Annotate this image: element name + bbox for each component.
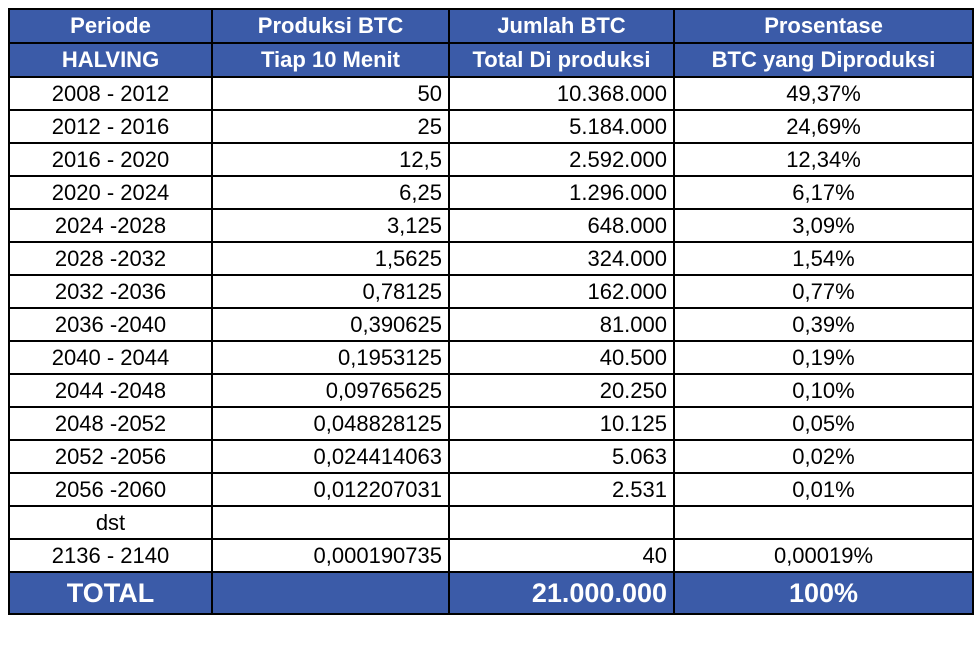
cell-jumlah: 40 (448, 538, 675, 573)
cell-periode: 2044 -2048 (8, 373, 213, 408)
cell-periode: 2032 -2036 (8, 274, 213, 309)
cell-prosentase: 0,01% (673, 472, 974, 507)
cell-periode: 2008 - 2012 (8, 76, 213, 111)
cell-prosentase: 0,10% (673, 373, 974, 408)
header-total-diproduksi: Total Di produksi (448, 42, 675, 78)
table-footer: TOTAL 21.000.000 100% (8, 571, 974, 615)
table-row: 2024 -2028 3,125 648.000 3,09% (8, 208, 974, 243)
header-periode: Periode (8, 8, 213, 44)
cell-produksi (211, 505, 450, 540)
table-row: 2048 -2052 0,048828125 10.125 0,05% (8, 406, 974, 441)
header-halving: HALVING (8, 42, 213, 78)
total-jumlah: 21.000.000 (448, 571, 675, 615)
cell-produksi: 0,000190735 (211, 538, 450, 573)
cell-produksi: 6,25 (211, 175, 450, 210)
cell-prosentase: 49,37% (673, 76, 974, 111)
cell-prosentase: 0,19% (673, 340, 974, 375)
cell-produksi: 12,5 (211, 142, 450, 177)
btc-halving-table: Periode Produksi BTC Jumlah BTC Prosenta… (8, 8, 974, 615)
table-row: 2052 -2056 0,024414063 5.063 0,02% (8, 439, 974, 474)
cell-prosentase: 0,39% (673, 307, 974, 342)
cell-produksi: 50 (211, 76, 450, 111)
cell-jumlah (448, 505, 675, 540)
cell-jumlah: 5.184.000 (448, 109, 675, 144)
table-row: 2020 - 2024 6,25 1.296.000 6,17% (8, 175, 974, 210)
cell-periode: 2136 - 2140 (8, 538, 213, 573)
cell-jumlah: 2.592.000 (448, 142, 675, 177)
cell-produksi: 0,024414063 (211, 439, 450, 474)
header-btc-diproduksi: BTC yang Diproduksi (673, 42, 974, 78)
header-row-2: HALVING Tiap 10 Menit Total Di produksi … (8, 42, 974, 78)
cell-prosentase: 24,69% (673, 109, 974, 144)
total-prosentase: 100% (673, 571, 974, 615)
cell-produksi: 0,390625 (211, 307, 450, 342)
table-row: 2136 - 2140 0,000190735 40 0,00019% (8, 538, 974, 573)
cell-jumlah: 10.368.000 (448, 76, 675, 111)
header-tiap-10-menit: Tiap 10 Menit (211, 42, 450, 78)
cell-jumlah: 5.063 (448, 439, 675, 474)
cell-produksi: 0,09765625 (211, 373, 450, 408)
cell-periode: 2048 -2052 (8, 406, 213, 441)
cell-prosentase: 1,54% (673, 241, 974, 276)
table-row: 2016 - 2020 12,5 2.592.000 12,34% (8, 142, 974, 177)
total-label: TOTAL (8, 571, 213, 615)
table-row: 2044 -2048 0,09765625 20.250 0,10% (8, 373, 974, 408)
table-row: 2056 -2060 0,012207031 2.531 0,01% (8, 472, 974, 507)
table-row: 2012 - 2016 25 5.184.000 24,69% (8, 109, 974, 144)
cell-jumlah: 2.531 (448, 472, 675, 507)
cell-produksi: 0,048828125 (211, 406, 450, 441)
cell-periode: 2016 - 2020 (8, 142, 213, 177)
table-row: dst (8, 505, 974, 540)
cell-produksi: 3,125 (211, 208, 450, 243)
cell-prosentase: 0,05% (673, 406, 974, 441)
cell-prosentase: 12,34% (673, 142, 974, 177)
header-row-1: Periode Produksi BTC Jumlah BTC Prosenta… (8, 8, 974, 44)
cell-periode: dst (8, 505, 213, 540)
cell-produksi: 0,012207031 (211, 472, 450, 507)
total-produksi (211, 571, 450, 615)
table-row: 2040 - 2044 0,1953125 40.500 0,19% (8, 340, 974, 375)
cell-produksi: 25 (211, 109, 450, 144)
cell-prosentase: 6,17% (673, 175, 974, 210)
cell-prosentase: 0,02% (673, 439, 974, 474)
header-jumlah: Jumlah BTC (448, 8, 675, 44)
cell-periode: 2020 - 2024 (8, 175, 213, 210)
cell-periode: 2028 -2032 (8, 241, 213, 276)
cell-periode: 2024 -2028 (8, 208, 213, 243)
table-row: 2036 -2040 0,390625 81.000 0,39% (8, 307, 974, 342)
table-body: 2008 - 2012 50 10.368.000 49,37% 2012 - 2016… (8, 76, 974, 573)
header-produksi: Produksi BTC (211, 8, 450, 44)
table-row: 2028 -2032 1,5625 324.000 1,54% (8, 241, 974, 276)
cell-jumlah: 162.000 (448, 274, 675, 309)
cell-jumlah: 81.000 (448, 307, 675, 342)
cell-periode: 2040 - 2044 (8, 340, 213, 375)
cell-prosentase: 0,77% (673, 274, 974, 309)
cell-prosentase: 0,00019% (673, 538, 974, 573)
table-row: 2032 -2036 0,78125 162.000 0,77% (8, 274, 974, 309)
total-row: TOTAL 21.000.000 100% (8, 571, 974, 615)
cell-jumlah: 20.250 (448, 373, 675, 408)
cell-periode: 2056 -2060 (8, 472, 213, 507)
cell-periode: 2036 -2040 (8, 307, 213, 342)
cell-produksi: 1,5625 (211, 241, 450, 276)
cell-jumlah: 648.000 (448, 208, 675, 243)
cell-prosentase (673, 505, 974, 540)
cell-jumlah: 324.000 (448, 241, 675, 276)
cell-jumlah: 1.296.000 (448, 175, 675, 210)
cell-produksi: 0,78125 (211, 274, 450, 309)
cell-periode: 2052 -2056 (8, 439, 213, 474)
cell-jumlah: 10.125 (448, 406, 675, 441)
header-prosentase: Prosentase (673, 8, 974, 44)
cell-jumlah: 40.500 (448, 340, 675, 375)
cell-periode: 2012 - 2016 (8, 109, 213, 144)
cell-produksi: 0,1953125 (211, 340, 450, 375)
table-row: 2008 - 2012 50 10.368.000 49,37% (8, 76, 974, 111)
cell-prosentase: 3,09% (673, 208, 974, 243)
table-header: Periode Produksi BTC Jumlah BTC Prosenta… (8, 8, 974, 78)
